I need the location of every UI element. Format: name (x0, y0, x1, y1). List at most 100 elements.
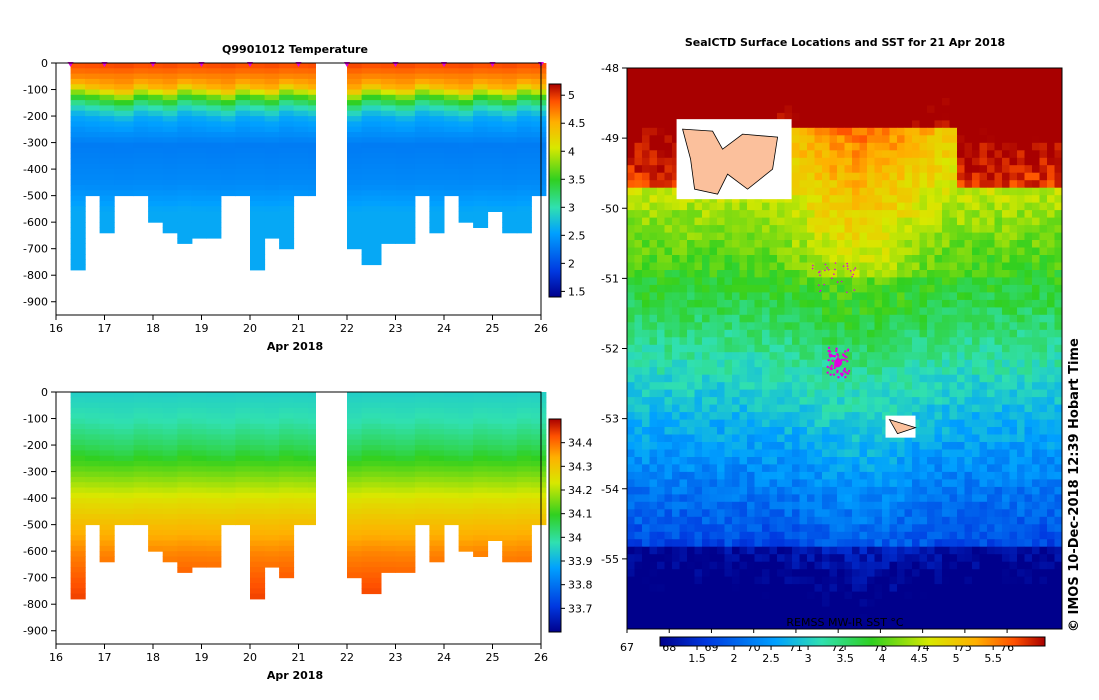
sst-cell (934, 232, 943, 241)
section-cell (114, 508, 135, 515)
sst-cell (784, 270, 793, 278)
sst-cell (1002, 449, 1010, 458)
section-cell (235, 68, 251, 75)
sst-cell (732, 299, 740, 308)
section-cell (206, 94, 222, 101)
sst-cell (709, 412, 718, 420)
sst-cell (702, 225, 710, 233)
section-cell (206, 418, 222, 425)
sst-cell (904, 232, 913, 241)
sst-cell (964, 157, 973, 166)
section-cell (487, 137, 503, 144)
sst-cell (822, 322, 830, 331)
section-cell (414, 121, 430, 128)
sst-cell (942, 142, 950, 151)
sst-cell (874, 419, 883, 428)
sst-cell (642, 90, 650, 99)
sst-cell (1009, 127, 1018, 136)
sst-cell (949, 284, 958, 293)
sst-cell (1017, 344, 1025, 353)
section-cell (250, 402, 266, 409)
sst-cell (1039, 127, 1048, 136)
section-cell (148, 392, 164, 398)
sst-cell (927, 277, 935, 286)
sst-cell (897, 344, 905, 353)
section-cell (347, 174, 363, 181)
sst-cell (994, 90, 1003, 99)
section-cell (250, 116, 266, 122)
sst-cell (634, 359, 643, 368)
section-cell (279, 126, 295, 133)
section-cell (114, 461, 135, 467)
section-cell (250, 78, 266, 85)
sst-cell (792, 412, 800, 420)
sst-cell (949, 135, 958, 144)
sst-cell (912, 374, 920, 383)
section-cell (235, 450, 251, 457)
section-cell (293, 100, 309, 106)
sst-cell (717, 210, 725, 218)
section-cell (250, 545, 266, 552)
section-cell (395, 137, 416, 144)
section-cell (235, 63, 251, 69)
sst-cell (627, 344, 635, 353)
sst-cell (694, 352, 703, 361)
sst-cell (844, 90, 853, 99)
sst-cell (747, 202, 755, 211)
sst-cell (657, 112, 665, 121)
sst-cell (762, 374, 770, 383)
sst-cell (1024, 247, 1033, 256)
sst-cell (799, 180, 808, 189)
sst-cell (987, 127, 995, 136)
sst-cell (777, 240, 785, 248)
section-cell (414, 190, 430, 197)
sst-cell (837, 97, 845, 106)
section-cell (516, 110, 532, 117)
sst-cell (657, 240, 665, 248)
section-cell (206, 529, 222, 536)
section-cell (361, 482, 382, 488)
sst-cell (889, 397, 898, 405)
section-cell (148, 158, 164, 165)
sst-cell (642, 180, 650, 189)
sst-cell (657, 419, 665, 428)
section-cell (162, 190, 178, 197)
sst-cell (874, 225, 883, 233)
section-cell (444, 476, 460, 483)
sst-cell (979, 165, 988, 174)
sst-cell (792, 247, 800, 256)
sst-cell (814, 314, 823, 323)
sst-cell (807, 292, 815, 301)
section-cell (70, 413, 86, 419)
section-cell (133, 73, 149, 80)
sst-cell (904, 165, 913, 174)
section-cell (114, 147, 135, 154)
sst-cell (769, 105, 778, 114)
sst-cell (994, 449, 1003, 458)
sst-cell (762, 352, 770, 361)
section-cell (206, 545, 222, 552)
sst-cell (709, 404, 718, 413)
sst-cell (814, 352, 823, 361)
section-cell (177, 402, 193, 409)
sst-cell (807, 284, 815, 293)
sst-cell (927, 322, 935, 331)
section-cell (347, 418, 363, 425)
sst-cell (927, 427, 935, 435)
section-cell (114, 418, 135, 425)
sst-cell (634, 427, 643, 435)
sst-cell (664, 97, 673, 106)
section-cell (414, 450, 430, 457)
section-cell (414, 434, 430, 441)
section-cell (220, 68, 236, 75)
sst-cell (942, 419, 950, 428)
sst-cell (987, 150, 995, 159)
section-cell (162, 185, 178, 191)
sst-cell (837, 180, 845, 189)
sst-cell (852, 112, 860, 121)
sst-cell (852, 97, 860, 106)
sst-cell (889, 105, 898, 114)
sst-cell (844, 165, 853, 174)
sst-cell (784, 68, 793, 76)
sst-cell (1054, 419, 1063, 428)
